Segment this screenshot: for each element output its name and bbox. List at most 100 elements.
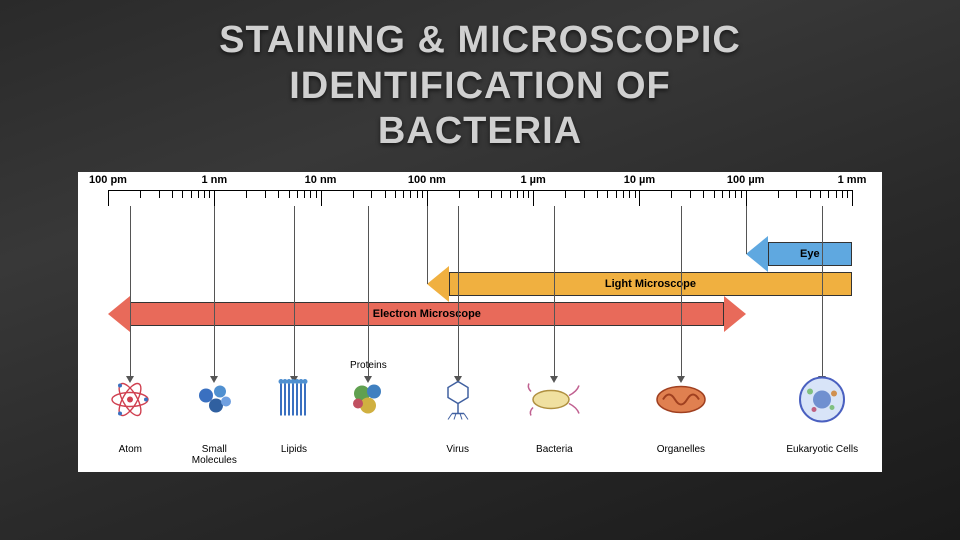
electron-label: Electron Microscope [130, 302, 724, 326]
scale-label: 10 µm [624, 174, 655, 186]
lipids-icon [272, 378, 316, 427]
title-line-2: IDENTIFICATION OF [0, 64, 960, 110]
tick-minor [417, 190, 418, 198]
protein-label: Proteins [350, 360, 387, 371]
tick-minor [385, 190, 386, 198]
bacteria-label: Bacteria [536, 444, 573, 455]
light-connector [427, 206, 428, 284]
tick-minor [820, 190, 821, 198]
tick-minor [597, 190, 598, 198]
tick-minor [246, 190, 247, 198]
tick-minor [714, 190, 715, 198]
tick-minor [703, 190, 704, 198]
smallmol-label: SmallMolecules [192, 444, 237, 466]
electron-range-arrow: Electron Microscope [108, 302, 746, 326]
tick-minor [741, 190, 742, 198]
tick-major [214, 190, 215, 206]
atom-label: Atom [119, 444, 142, 455]
tick-minor [297, 190, 298, 198]
scale-label: 1 µm [520, 174, 545, 186]
eye-range-arrow: Eye [746, 242, 852, 266]
tick-minor [478, 190, 479, 198]
tick-minor [517, 190, 518, 198]
tick-major [852, 190, 853, 206]
lipids-label: Lipids [281, 444, 307, 455]
tick-minor [523, 190, 524, 198]
protein-icon [346, 378, 390, 427]
cell-icon [796, 374, 848, 431]
item-connector [130, 206, 131, 378]
atom-icon [108, 378, 152, 427]
tick-minor [198, 190, 199, 198]
scale-label: 100 nm [408, 174, 446, 186]
tick-major [108, 190, 109, 206]
eye-label: Eye [768, 242, 852, 266]
tick-minor [616, 190, 617, 198]
light-range-arrow: Light Microscope [427, 272, 852, 296]
tick-minor [501, 190, 502, 198]
tick-major [321, 190, 322, 206]
smallmol-icon [192, 378, 236, 427]
tick-minor [159, 190, 160, 198]
tick-minor [690, 190, 691, 198]
tick-minor [607, 190, 608, 198]
tick-minor [778, 190, 779, 198]
tick-minor [565, 190, 566, 198]
scale-label: 10 nm [305, 174, 337, 186]
tick-minor [635, 190, 636, 198]
tick-minor [729, 190, 730, 198]
tick-minor [459, 190, 460, 198]
tick-minor [491, 190, 492, 198]
tick-minor [623, 190, 624, 198]
tick-minor [735, 190, 736, 198]
eye-connector [746, 206, 747, 254]
item-connector [458, 206, 459, 378]
tick-minor [304, 190, 305, 198]
tick-minor [810, 190, 811, 198]
tick-minor [842, 190, 843, 198]
tick-minor [584, 190, 585, 198]
tick-minor [629, 190, 630, 198]
tick-minor [422, 190, 423, 198]
tick-minor [528, 190, 529, 198]
tick-minor [403, 190, 404, 198]
tick-minor [191, 190, 192, 198]
title-line-1: STAINING & MICROSCOPIC [0, 18, 960, 64]
tick-minor [310, 190, 311, 198]
tick-minor [172, 190, 173, 198]
tick-minor [828, 190, 829, 198]
bacteria-icon [527, 378, 581, 427]
tick-minor [140, 190, 141, 198]
scale-label: 100 pm [89, 174, 127, 186]
slide-title: STAINING & MICROSCOPIC IDENTIFICATION OF… [0, 0, 960, 155]
tick-major [533, 190, 534, 206]
tick-major [427, 190, 428, 206]
tick-minor [671, 190, 672, 198]
item-connector [554, 206, 555, 378]
virus-label: Virus [446, 444, 469, 455]
scale-diagram: 100 pm1 nm10 nm100 nm1 µm10 µm100 µm1 mm… [78, 172, 882, 472]
tick-minor [265, 190, 266, 198]
tick-major [639, 190, 640, 206]
item-connector [214, 206, 215, 378]
tick-major [746, 190, 747, 206]
tick-minor [289, 190, 290, 198]
scale-label: 100 µm [727, 174, 765, 186]
title-line-3: BACTERIA [0, 109, 960, 155]
organelle-icon [653, 378, 709, 427]
item-connector [822, 206, 823, 378]
tick-minor [209, 190, 210, 198]
tick-minor [796, 190, 797, 198]
scale-label: 1 mm [838, 174, 867, 186]
cell-label: Eukaryotic Cells [786, 444, 858, 455]
virus-icon [436, 378, 480, 427]
organelle-label: Organelles [657, 444, 705, 455]
tick-minor [510, 190, 511, 198]
tick-minor [395, 190, 396, 198]
item-connector [294, 206, 295, 378]
tick-minor [353, 190, 354, 198]
light-label: Light Microscope [449, 272, 852, 296]
log-ruler: 100 pm1 nm10 nm100 nm1 µm10 µm100 µm1 mm [108, 190, 852, 230]
tick-minor [836, 190, 837, 198]
item-connector [681, 206, 682, 378]
